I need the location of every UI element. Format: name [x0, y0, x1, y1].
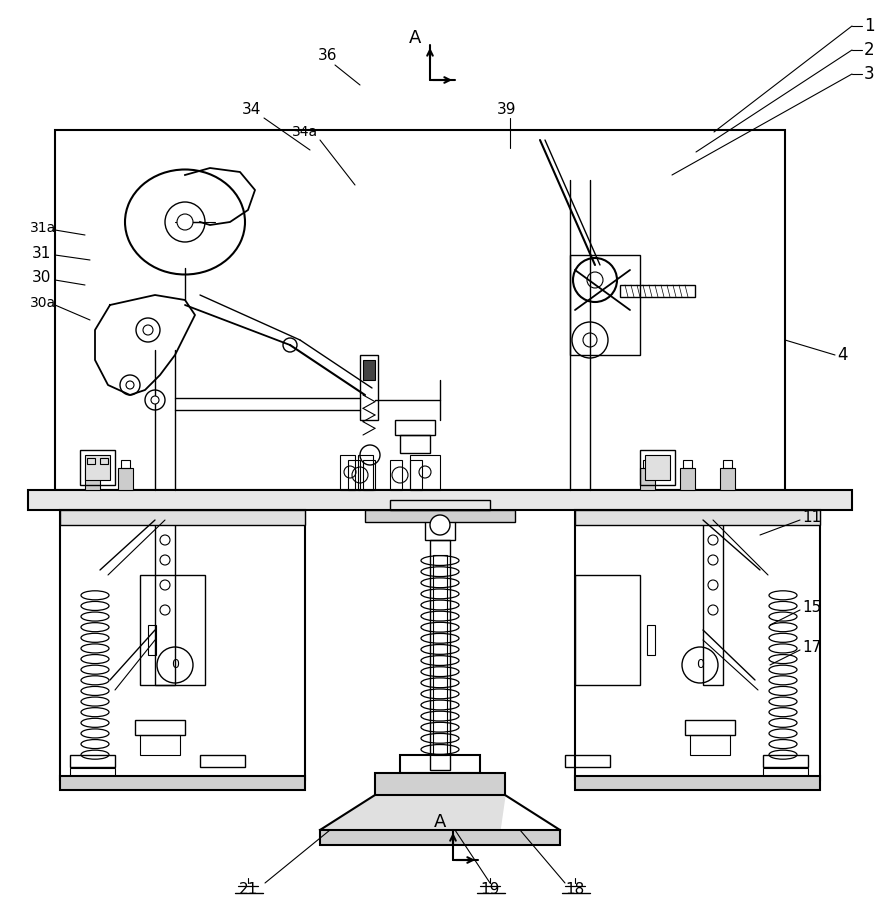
- Bar: [348, 460, 360, 490]
- Bar: [28, 490, 852, 510]
- Bar: [720, 468, 735, 490]
- Bar: [703, 510, 723, 685]
- Text: 34a: 34a: [292, 125, 318, 139]
- Text: 34: 34: [242, 103, 262, 118]
- Text: 0: 0: [171, 659, 179, 672]
- Bar: [360, 355, 378, 420]
- Bar: [121, 460, 130, 468]
- Bar: [85, 455, 110, 480]
- Bar: [433, 555, 447, 755]
- Bar: [55, 130, 785, 490]
- Bar: [647, 625, 655, 655]
- Bar: [565, 755, 610, 767]
- Bar: [87, 458, 95, 464]
- Text: 30a: 30a: [30, 296, 56, 310]
- Bar: [88, 460, 97, 468]
- Bar: [140, 575, 205, 685]
- Bar: [680, 468, 695, 490]
- Text: 31: 31: [32, 245, 51, 260]
- Bar: [85, 468, 100, 490]
- Bar: [363, 460, 375, 490]
- Bar: [575, 575, 640, 685]
- Text: 1: 1: [864, 17, 875, 35]
- Bar: [643, 460, 652, 468]
- Bar: [400, 435, 430, 453]
- Text: 2: 2: [864, 41, 875, 59]
- Text: 15: 15: [802, 600, 821, 616]
- Circle shape: [177, 214, 193, 230]
- Text: 4: 4: [837, 346, 848, 364]
- Bar: [410, 455, 440, 490]
- Bar: [320, 830, 560, 845]
- Bar: [375, 773, 505, 795]
- Bar: [70, 768, 115, 776]
- Bar: [763, 768, 808, 776]
- Bar: [390, 500, 490, 510]
- Bar: [80, 450, 115, 485]
- Bar: [723, 460, 732, 468]
- Bar: [340, 455, 355, 490]
- Bar: [640, 468, 655, 490]
- Bar: [60, 510, 305, 780]
- Bar: [425, 510, 455, 540]
- Bar: [140, 735, 180, 755]
- Bar: [365, 510, 515, 522]
- Circle shape: [430, 515, 450, 535]
- Text: 11: 11: [802, 510, 821, 526]
- Bar: [363, 360, 375, 380]
- Bar: [763, 755, 808, 767]
- Bar: [570, 255, 640, 355]
- Bar: [645, 455, 670, 480]
- Bar: [60, 510, 305, 525]
- Text: 30: 30: [32, 270, 51, 286]
- Bar: [395, 420, 435, 435]
- Bar: [575, 510, 820, 525]
- Bar: [118, 468, 133, 490]
- Bar: [640, 450, 675, 485]
- Text: 17: 17: [802, 641, 821, 655]
- Text: 31a: 31a: [30, 221, 56, 235]
- Circle shape: [143, 325, 153, 335]
- Bar: [575, 510, 820, 780]
- Circle shape: [151, 396, 159, 404]
- Bar: [410, 460, 422, 490]
- Bar: [620, 285, 695, 297]
- Text: 3: 3: [864, 65, 875, 83]
- Bar: [358, 455, 373, 490]
- Bar: [690, 735, 730, 755]
- Bar: [135, 720, 185, 735]
- Bar: [685, 720, 735, 735]
- Bar: [70, 755, 115, 767]
- Bar: [155, 510, 175, 685]
- Bar: [683, 460, 692, 468]
- Bar: [430, 540, 450, 770]
- Circle shape: [126, 381, 134, 389]
- Bar: [400, 755, 480, 773]
- Text: 0: 0: [696, 659, 704, 672]
- Polygon shape: [320, 795, 505, 830]
- Bar: [148, 625, 156, 655]
- Text: 19: 19: [480, 882, 500, 898]
- Text: 39: 39: [497, 103, 516, 118]
- Bar: [390, 460, 402, 490]
- Text: A: A: [433, 813, 446, 831]
- Text: 36: 36: [318, 48, 337, 62]
- Bar: [100, 458, 108, 464]
- Text: 21: 21: [239, 882, 257, 898]
- Text: 18: 18: [566, 882, 585, 898]
- Bar: [200, 755, 245, 767]
- Bar: [575, 776, 820, 790]
- Text: A: A: [409, 29, 421, 47]
- Bar: [60, 776, 305, 790]
